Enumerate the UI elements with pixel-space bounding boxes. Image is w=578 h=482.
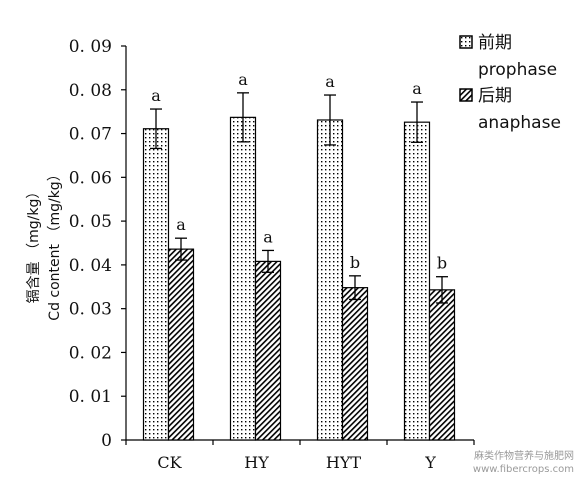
- watermark: 麻类作物营养与施肥网 www.fibercrops.com: [473, 449, 574, 475]
- axes: 0 0. 01 0. 02 0. 03 0. 04 0. 05 0. 06 0. 07 0. 0…: [69, 37, 475, 451]
- y-tick-label: 0. 07: [69, 125, 112, 145]
- x-tick-label: CK: [157, 453, 182, 472]
- y-axis-title-en: Cd content （mg/kg）: [47, 167, 63, 320]
- x-tick-label: HYT: [326, 453, 362, 472]
- y-tick-label: 0. 06: [69, 168, 112, 188]
- y-tick-label: 0. 01: [69, 387, 112, 407]
- bar-prophase: [229, 116, 257, 441]
- bar-anaphase: [428, 289, 456, 441]
- legend-label-prophase: 前期: [478, 33, 512, 53]
- bars: [142, 92, 456, 441]
- y-tick-label: 0. 08: [69, 81, 112, 101]
- legend-swatch-prophase: [459, 35, 473, 49]
- legend-label-prophase-en: prophase: [478, 60, 557, 80]
- labels: CK HY HYT Ya a a a a a b b: [151, 70, 447, 472]
- significance-label: b: [350, 253, 360, 272]
- bar-anaphase: [167, 248, 195, 441]
- significance-label: b: [437, 254, 447, 273]
- x-tick-label: HY: [244, 453, 269, 472]
- watermark-line2: www.fibercrops.com: [473, 464, 574, 475]
- significance-label: a: [412, 79, 422, 98]
- legend-label-anaphase-en: anaphase: [478, 113, 561, 133]
- watermark-line1: 麻类作物营养与施肥网: [474, 449, 574, 462]
- significance-label: a: [151, 86, 161, 105]
- y-axis-title-cn: 镉含量 （mg/kg）: [26, 185, 42, 304]
- bar-prophase: [403, 121, 431, 441]
- y-tick-label: 0. 09: [69, 37, 112, 57]
- bar-prophase: [316, 119, 344, 441]
- significance-label: a: [238, 70, 248, 89]
- y-tick-label: 0: [101, 431, 112, 451]
- x-tick-label: Y: [424, 453, 436, 472]
- bar-prophase: [142, 128, 170, 441]
- y-axis-title: 镉含量 （mg/kg） Cd content （mg/kg）: [26, 167, 63, 320]
- significance-label: a: [325, 72, 335, 91]
- bar-anaphase: [254, 260, 282, 441]
- y-tick-label: 0. 03: [69, 300, 112, 320]
- legend: 前期 prophase 后期 anaphase: [459, 33, 561, 133]
- legend-swatch-anaphase: [459, 88, 473, 102]
- y-tick-label: 0. 05: [69, 212, 112, 232]
- y-tick-label: 0. 02: [69, 343, 112, 363]
- y-tick-label: 0. 04: [69, 256, 112, 276]
- significance-label: a: [176, 215, 186, 234]
- bar-anaphase: [341, 287, 369, 441]
- significance-label: a: [263, 227, 273, 246]
- legend-label-anaphase: 后期: [478, 86, 512, 106]
